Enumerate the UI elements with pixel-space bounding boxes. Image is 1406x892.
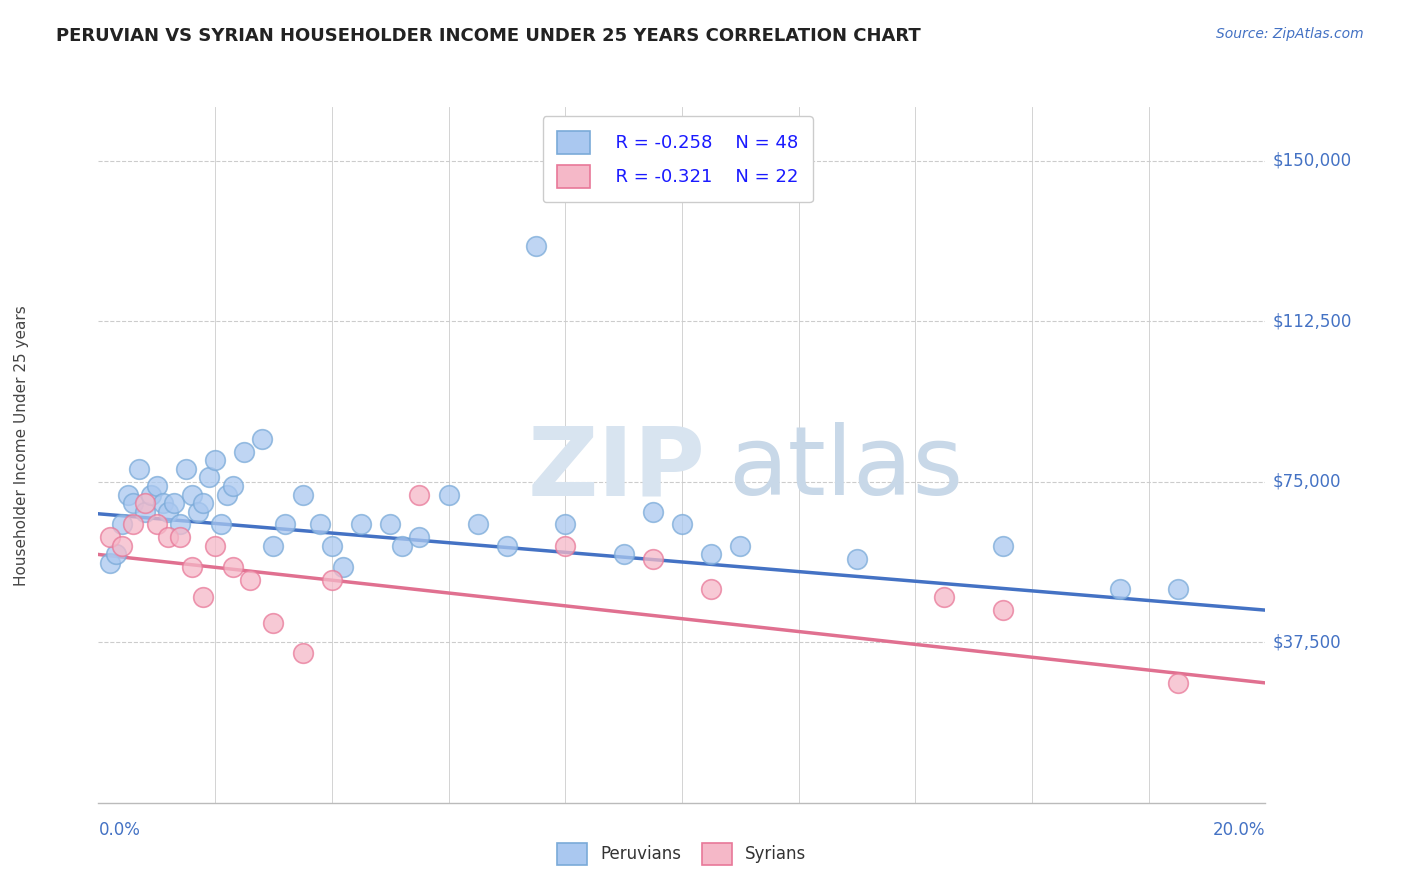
Point xyxy=(391,539,413,553)
Point xyxy=(321,573,343,587)
Legend: Peruvians, Syrians: Peruvians, Syrians xyxy=(544,830,820,878)
Text: $112,500: $112,500 xyxy=(1272,312,1351,330)
Point xyxy=(332,560,354,574)
Point xyxy=(146,479,169,493)
Point xyxy=(524,239,547,253)
Point xyxy=(554,539,576,553)
Point xyxy=(152,496,174,510)
Point xyxy=(991,539,1014,553)
Point xyxy=(204,453,226,467)
Point xyxy=(122,517,145,532)
Point xyxy=(104,548,127,562)
Point xyxy=(163,496,186,510)
Point xyxy=(934,591,956,605)
Point xyxy=(700,582,723,596)
Point xyxy=(157,505,180,519)
Point xyxy=(262,539,284,553)
Point xyxy=(193,591,215,605)
Point xyxy=(111,539,134,553)
Point xyxy=(437,487,460,501)
Point xyxy=(991,603,1014,617)
Point xyxy=(187,505,209,519)
Text: Source: ZipAtlas.com: Source: ZipAtlas.com xyxy=(1216,27,1364,41)
Point xyxy=(1108,582,1130,596)
Point xyxy=(274,517,297,532)
Text: $75,000: $75,000 xyxy=(1272,473,1341,491)
Point xyxy=(209,517,232,532)
Point xyxy=(408,530,430,544)
Point xyxy=(193,496,215,510)
Point xyxy=(467,517,489,532)
Text: atlas: atlas xyxy=(728,422,963,516)
Point xyxy=(180,487,202,501)
Point xyxy=(1167,676,1189,690)
Point xyxy=(378,517,402,532)
Point xyxy=(98,530,121,544)
Point xyxy=(111,517,134,532)
Text: $150,000: $150,000 xyxy=(1272,152,1351,169)
Point xyxy=(262,615,284,630)
Point xyxy=(204,539,226,553)
Point xyxy=(180,560,202,574)
Point xyxy=(157,530,180,544)
Point xyxy=(215,487,238,501)
Text: $37,500: $37,500 xyxy=(1272,633,1341,651)
Point xyxy=(128,462,150,476)
Text: Householder Income Under 25 years: Householder Income Under 25 years xyxy=(14,306,28,586)
Point xyxy=(554,517,576,532)
Text: ZIP: ZIP xyxy=(527,422,706,516)
Point xyxy=(221,479,243,493)
Point xyxy=(174,462,197,476)
Point xyxy=(139,487,162,501)
Text: 0.0%: 0.0% xyxy=(98,821,141,838)
Point xyxy=(134,505,156,519)
Point xyxy=(309,517,332,532)
Point xyxy=(408,487,430,501)
Point xyxy=(134,496,156,510)
Point xyxy=(233,444,256,458)
Point xyxy=(291,646,314,660)
Text: PERUVIAN VS SYRIAN HOUSEHOLDER INCOME UNDER 25 YEARS CORRELATION CHART: PERUVIAN VS SYRIAN HOUSEHOLDER INCOME UN… xyxy=(56,27,921,45)
Point xyxy=(117,487,139,501)
Point xyxy=(641,551,664,566)
Point xyxy=(1167,582,1189,596)
Point xyxy=(700,548,723,562)
Point xyxy=(495,539,517,553)
Point xyxy=(641,505,664,519)
Point xyxy=(612,548,634,562)
Point xyxy=(98,556,121,570)
Point xyxy=(169,530,191,544)
Point xyxy=(350,517,373,532)
Point xyxy=(146,517,169,532)
Point xyxy=(239,573,262,587)
Point xyxy=(122,496,145,510)
Text: 20.0%: 20.0% xyxy=(1213,821,1265,838)
Point xyxy=(291,487,314,501)
Point xyxy=(198,470,221,484)
Point xyxy=(671,517,693,532)
Point xyxy=(845,551,868,566)
Point xyxy=(321,539,343,553)
Point xyxy=(169,517,191,532)
Point xyxy=(250,432,273,446)
Point xyxy=(730,539,752,553)
Point xyxy=(221,560,243,574)
